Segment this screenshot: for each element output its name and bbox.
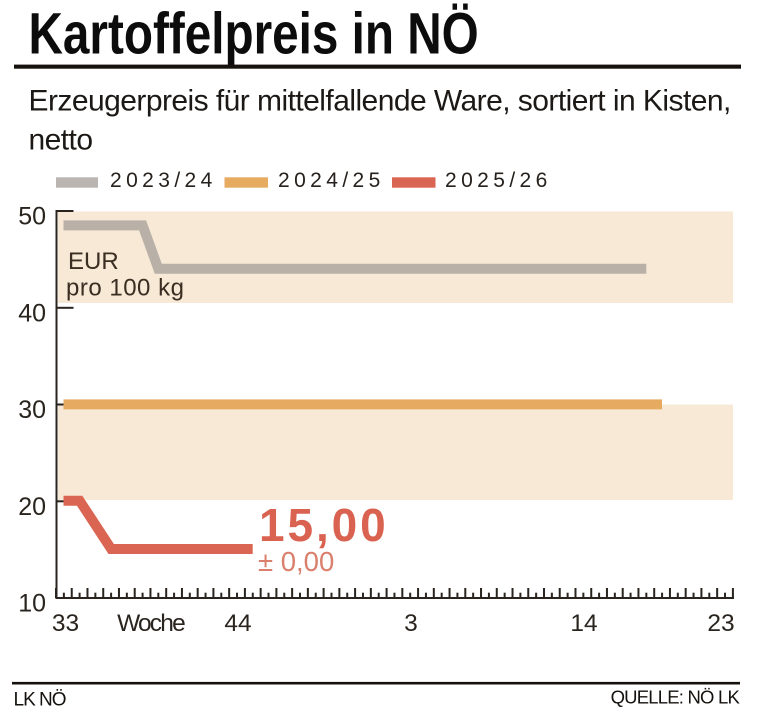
svg-text:33: 33: [52, 610, 79, 637]
svg-text:14: 14: [570, 610, 597, 637]
svg-text:50: 50: [18, 203, 46, 231]
svg-text:Woche: Woche: [117, 610, 185, 637]
svg-text:2025/26: 2025/26: [445, 169, 552, 192]
svg-text:40: 40: [18, 299, 46, 327]
svg-text:44: 44: [224, 610, 251, 637]
svg-text:QUELLE: NÖ LK: QUELLE: NÖ LK: [611, 687, 741, 708]
svg-text:EUR: EUR: [68, 248, 119, 275]
svg-text:15,00: 15,00: [259, 499, 389, 551]
svg-text:30: 30: [18, 396, 46, 424]
svg-text:3: 3: [404, 610, 418, 637]
svg-text:2024/25: 2024/25: [278, 169, 385, 192]
svg-text:Erzeugerpreis für mittelfallen: Erzeugerpreis für mittelfallende Ware, s…: [29, 85, 731, 118]
svg-text:netto: netto: [29, 124, 93, 157]
svg-text:pro 100 kg: pro 100 kg: [66, 275, 184, 302]
svg-text:23: 23: [707, 610, 734, 637]
svg-text:Kartoffelpreis in NÖ: Kartoffelpreis in NÖ: [29, 2, 479, 66]
svg-text:± 0,00: ± 0,00: [258, 546, 334, 577]
svg-text:LK NÖ: LK NÖ: [14, 690, 66, 711]
svg-text:2023/24: 2023/24: [110, 169, 217, 192]
svg-text:10: 10: [18, 590, 46, 618]
svg-text:20: 20: [18, 493, 46, 521]
